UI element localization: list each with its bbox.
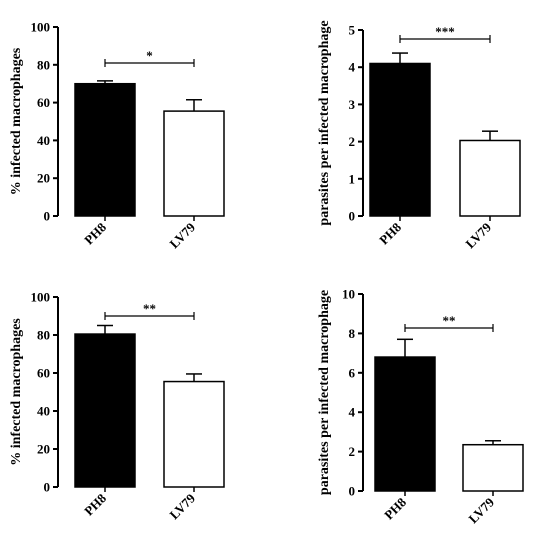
y-tick-label: 100 — [31, 290, 51, 305]
y-axis-title: % infected macrophages — [9, 318, 24, 466]
y-tick-label: 10 — [342, 287, 355, 302]
significance-stars: ** — [143, 301, 156, 316]
y-tick-label: 80 — [37, 328, 50, 343]
y-tick-label: 4 — [349, 405, 356, 420]
bar-ph8 — [74, 82, 136, 217]
significance-stars: ** — [443, 313, 456, 328]
chart-panel-3: 0 20 40 60 80 100 % infected macrophages PH8 LV7… — [9, 290, 225, 522]
y-tick-label: 2 — [349, 134, 356, 149]
y-tick-label: 40 — [37, 133, 50, 148]
category-label-lv79: LV79 — [465, 494, 497, 526]
chart-panel-4: 0 2 4 6 8 10 parasites per infected macrophage… — [317, 287, 524, 526]
category-label-ph8: PH8 — [376, 219, 404, 247]
category-label-ph8: PH8 — [381, 494, 409, 522]
bar-lv79 — [462, 443, 524, 492]
significance-stars: *** — [435, 24, 455, 39]
y-tick-label: 1 — [349, 171, 356, 186]
category-label-lv79: LV79 — [462, 219, 494, 251]
y-tick-label: 100 — [31, 20, 51, 35]
y-tick-label: 0 — [44, 209, 51, 224]
y-tick-label: 40 — [37, 404, 50, 419]
bar-ph8 — [369, 62, 431, 217]
y-tick-label: 0 — [349, 209, 356, 224]
y-tick-label: 6 — [349, 365, 356, 380]
y-tick-label: 8 — [349, 326, 356, 341]
y-axis-title: % infected macrophages — [9, 47, 24, 195]
category-label-ph8: PH8 — [81, 490, 109, 518]
bar-lv79 — [459, 139, 521, 217]
category-label-ph8: PH8 — [81, 219, 109, 247]
y-tick-label: 20 — [37, 171, 50, 186]
category-label-lv79: LV79 — [166, 219, 198, 251]
significance-stars: * — [146, 48, 153, 63]
y-tick-label: 4 — [349, 60, 356, 75]
y-tick-label: 20 — [37, 442, 50, 457]
y-tick-label: 60 — [37, 366, 50, 381]
y-axis-title: parasites per infected macrophage — [317, 20, 332, 225]
bar-lv79 — [163, 380, 225, 488]
y-tick-label: 2 — [349, 444, 356, 459]
chart-panel-2: 0 1 2 3 4 5 parasites per infected macrophage P… — [317, 20, 521, 251]
bar-ph8 — [74, 333, 136, 488]
y-tick-label: 80 — [37, 57, 50, 72]
category-label-lv79: LV79 — [166, 490, 198, 522]
y-tick-label: 5 — [349, 23, 356, 38]
y-tick-label: 0 — [44, 480, 51, 495]
bar-ph8 — [374, 356, 436, 492]
chart-panel-1: 0 20 40 60 80 100 % infected macrophages PH8 LV7… — [9, 20, 225, 251]
y-tick-label: 3 — [349, 97, 356, 112]
bar-lv79 — [163, 110, 225, 217]
y-axis-title: parasites per infected macrophage — [317, 290, 332, 495]
y-tick-label: 0 — [349, 484, 356, 499]
y-tick-label: 60 — [37, 95, 50, 110]
